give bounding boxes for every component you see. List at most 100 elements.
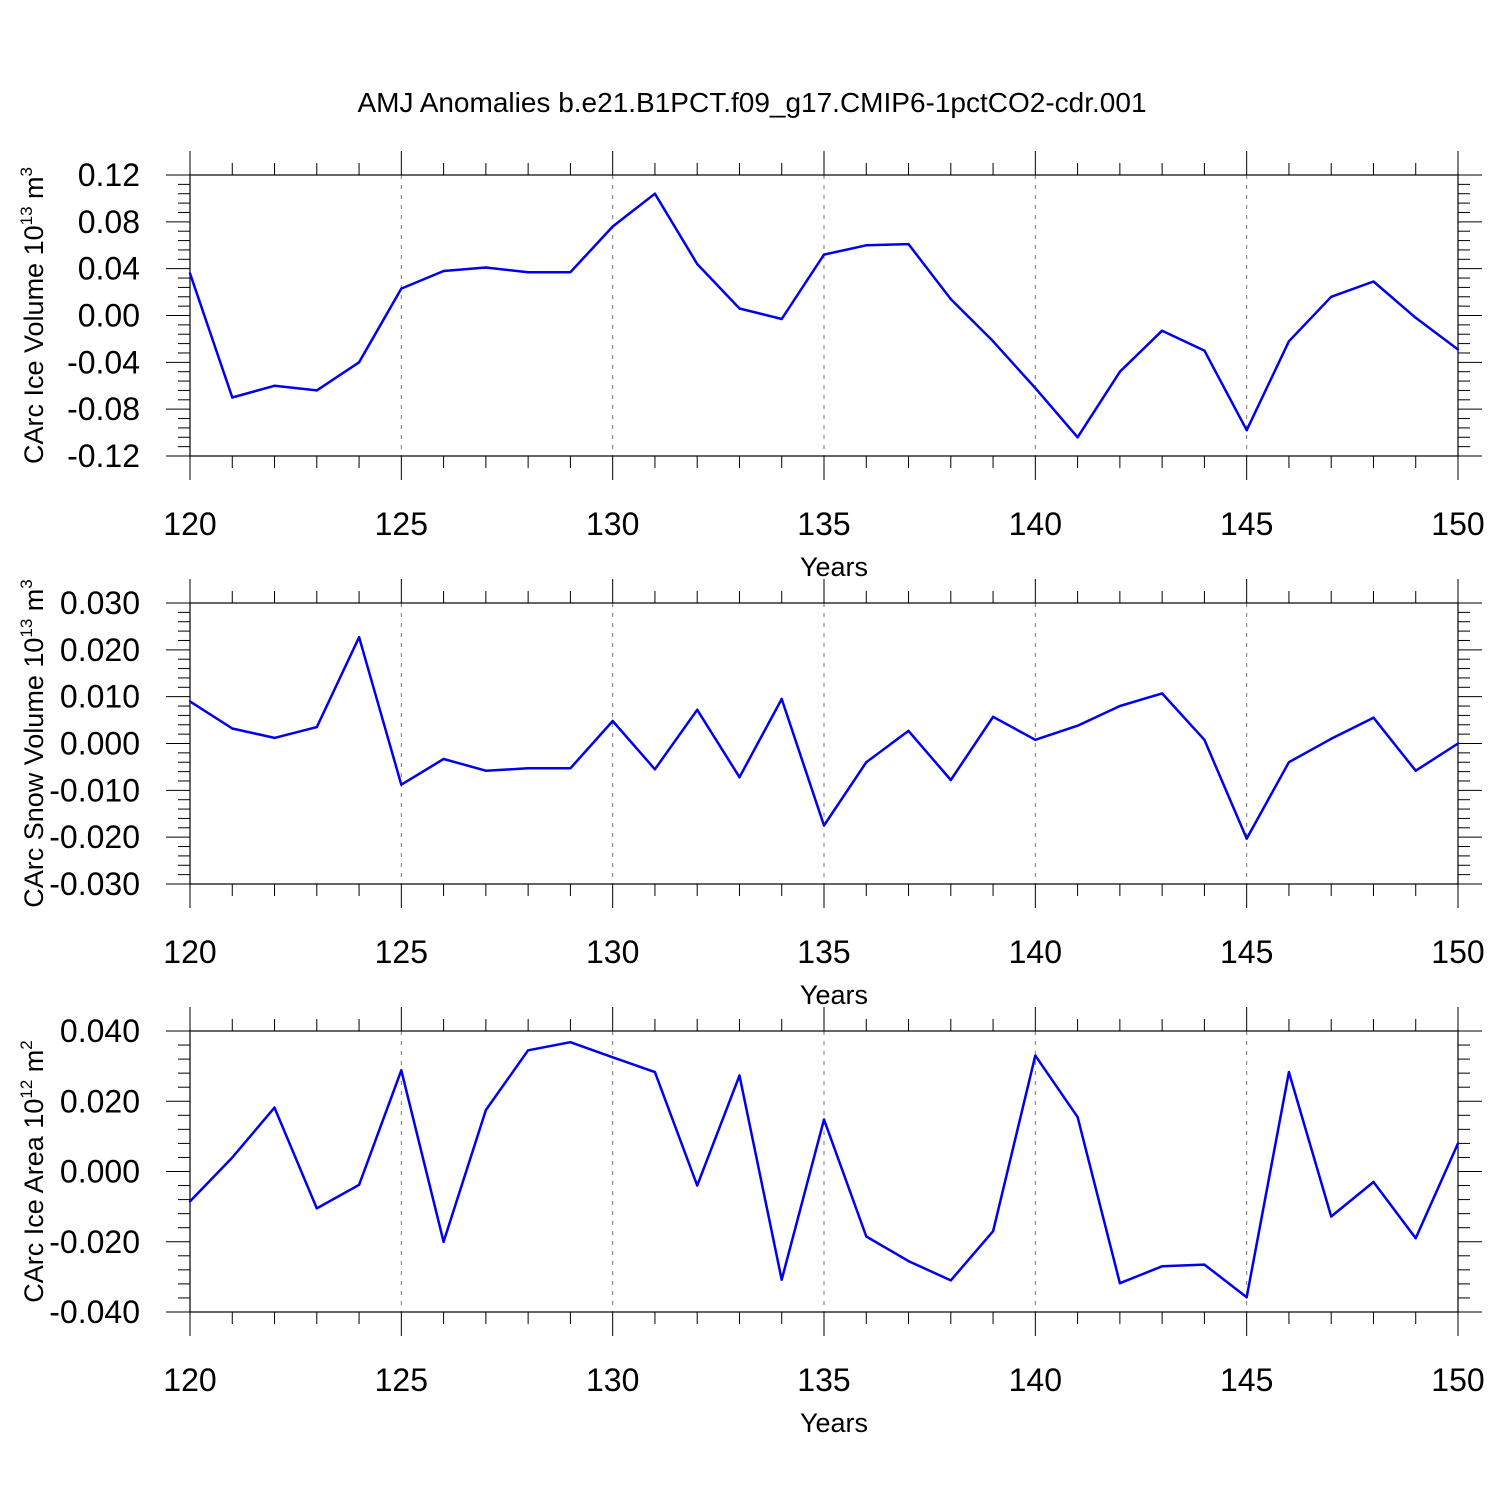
data-point [1118, 704, 1122, 708]
data-point [907, 729, 910, 733]
y-axis-title-part: 12 [17, 1080, 36, 1099]
data-point [822, 253, 826, 256]
panel-3: -0.040 -0.020 0.000 0.020 0.040 120 125 130 135 1… [17, 1007, 1485, 1438]
x-tick-label: 140 [1009, 1362, 1062, 1398]
data-point [907, 1259, 910, 1263]
y-tick-label: 0.08 [78, 204, 140, 240]
data-point [1330, 1215, 1333, 1218]
y-tick-label: -0.12 [67, 438, 140, 474]
data-point [738, 1074, 741, 1077]
data-point [400, 1069, 403, 1072]
data-point [991, 340, 995, 343]
y-tick-label: 0.000 [60, 1154, 140, 1190]
y-tick-label: 0.010 [60, 679, 140, 715]
data-point [231, 1156, 234, 1159]
x-tick-label: 145 [1220, 934, 1273, 970]
data-point [991, 715, 995, 719]
data-point [569, 767, 572, 770]
y-axis-title-part: CArc Ice Area 10 [19, 1099, 49, 1303]
y-tick-label: 0.040 [60, 1013, 140, 1049]
x-tick-label: 125 [375, 934, 428, 970]
data-point [1118, 370, 1122, 373]
data-point [1414, 769, 1417, 772]
x-tick-label: 130 [586, 1362, 639, 1398]
data-point [1287, 1070, 1291, 1074]
data-point [949, 297, 952, 301]
y-tick-label: 0.000 [60, 726, 140, 762]
data-point [738, 776, 741, 779]
x-tick-label: 140 [1009, 506, 1062, 542]
x-tick-label: 130 [586, 506, 639, 542]
data-point [738, 307, 741, 310]
data-point [231, 396, 234, 399]
data-point [1076, 1115, 1079, 1119]
x-tick-label: 120 [163, 1362, 216, 1398]
y-axis-title: CArc Ice Volume 1013 m3 [17, 167, 49, 464]
data-point [526, 1049, 530, 1052]
data-point [1456, 348, 1460, 351]
data-point [1118, 1281, 1122, 1285]
x-axis-title: Years [800, 1408, 868, 1438]
x-tick-label: 125 [375, 1362, 428, 1398]
y-tick-label: 0.00 [78, 298, 140, 334]
data-point [865, 244, 868, 247]
data-point [1160, 329, 1164, 332]
x-axis-title: Years [800, 980, 868, 1010]
x-tick-label: 125 [375, 506, 428, 542]
data-point [611, 225, 614, 228]
data-point [1456, 742, 1460, 745]
data-point [696, 1184, 699, 1187]
data-point [696, 262, 699, 266]
y-tick-label: 0.020 [60, 632, 140, 668]
data-point [1372, 716, 1375, 719]
panel-1: -0.12 -0.08 -0.04 0.00 0.04 0.08 0.12 120 125 130… [17, 151, 1485, 582]
data-point [357, 1183, 361, 1187]
data-point [1414, 1237, 1417, 1240]
panel-2: -0.030 -0.020 -0.010 0.000 0.010 0.020 0.030 12… [17, 579, 1485, 1010]
data-point [1203, 349, 1206, 352]
data-point [1076, 724, 1079, 727]
data-point [188, 1200, 192, 1203]
data-point [442, 1240, 445, 1243]
data-point [484, 769, 488, 772]
data-point [526, 270, 530, 274]
data-point [1456, 1142, 1460, 1145]
data-point [780, 1278, 783, 1281]
x-tick-label: 120 [163, 934, 216, 970]
data-point [696, 708, 699, 711]
data-point [991, 1230, 995, 1233]
x-tick-label: 135 [797, 506, 850, 542]
data-point [315, 725, 318, 729]
x-tick-label: 130 [586, 934, 639, 970]
data-point [484, 1108, 488, 1112]
data-point [822, 824, 826, 827]
y-tick-label: 0.020 [60, 1083, 140, 1119]
x-axis-title: Years [800, 552, 868, 582]
data-point [611, 719, 614, 723]
y-axis-title-part: 3 [17, 579, 36, 588]
data-point [1287, 340, 1291, 343]
data-point [1034, 386, 1037, 390]
y-axis-title-part: 13 [17, 619, 36, 638]
y-axis-title: CArc Ice Area 1012 m2 [17, 1040, 49, 1303]
data-point [949, 1279, 952, 1282]
data-point [400, 287, 403, 290]
y-axis-title-part: 2 [17, 1040, 36, 1049]
data-point [1034, 1054, 1037, 1057]
data-point [780, 317, 783, 321]
data-point [1160, 1265, 1164, 1268]
y-tick-label: -0.010 [49, 772, 140, 808]
y-axis-title-part: CArc Ice Volume 10 [19, 225, 49, 464]
data-point [1372, 1180, 1375, 1184]
data-point [1245, 1296, 1248, 1299]
data-point [865, 1235, 868, 1238]
y-axis-title-part: m [19, 1050, 49, 1080]
data-point [865, 761, 868, 764]
data-point [484, 266, 488, 269]
y-tick-label: 0.030 [60, 585, 140, 621]
data-point [907, 242, 910, 246]
x-tick-label: 135 [797, 934, 850, 970]
data-point [653, 192, 657, 195]
